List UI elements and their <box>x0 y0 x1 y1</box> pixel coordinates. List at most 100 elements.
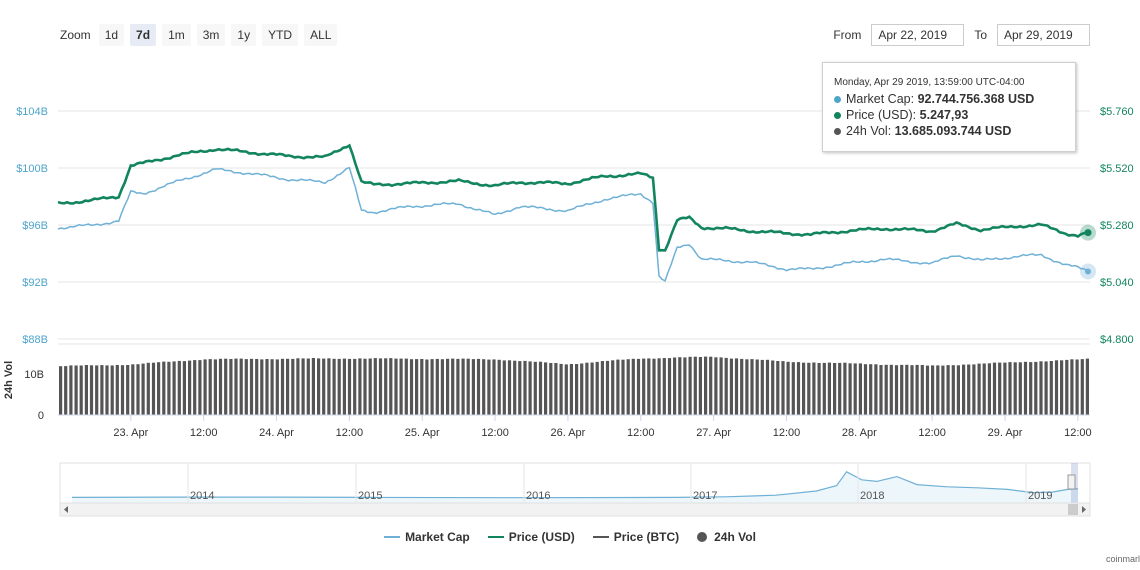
x-axis-tick-label: 28. Apr <box>842 427 877 439</box>
navigator-line <box>71 471 1079 499</box>
zoom-button-ytd[interactable]: YTD <box>262 24 299 46</box>
volume-bar <box>817 363 821 415</box>
to-label: To <box>974 28 987 42</box>
volume-bar <box>404 358 408 415</box>
x-axis-tick-label: 23. Apr <box>113 427 148 439</box>
market-cap-series-line <box>57 166 1091 282</box>
volume-bar <box>239 358 243 415</box>
right-axis-tick-label: $4.800 <box>1100 334 1134 346</box>
volume-bar <box>765 359 770 415</box>
volume-bar <box>502 360 506 415</box>
navigator-scrollbar-thumb <box>1068 504 1078 515</box>
volume-bar <box>1008 362 1012 415</box>
volume-bar <box>105 365 109 415</box>
volume-bar <box>327 358 331 415</box>
volume-bar <box>533 361 537 415</box>
volume-bar <box>466 358 470 415</box>
volume-bar <box>358 358 362 415</box>
volume-bar <box>420 359 424 415</box>
chart-legend: Market Cap Price (USD) Price (BTC) 24h Vol <box>0 530 1140 544</box>
zoom-button-3m[interactable]: 3m <box>196 24 226 46</box>
volume-bar <box>673 357 677 415</box>
volume-bar <box>301 358 305 415</box>
volume-bar <box>605 360 610 415</box>
volume-bar <box>115 365 119 415</box>
volume-bar <box>507 360 512 415</box>
volume-bar <box>1054 360 1059 415</box>
volume-bar <box>822 362 826 415</box>
volume-bar <box>224 358 228 415</box>
volume-bar <box>64 366 68 415</box>
right-axis-tick-label: $5.040 <box>1100 277 1134 289</box>
price-chart[interactable]: $88B $92B $96B $100B $104B $4.800 $5.040 $5.280… <box>0 0 1140 525</box>
price-hover-point <box>1084 229 1092 237</box>
volume-bar <box>1075 359 1079 415</box>
volume-bar <box>265 359 269 415</box>
volume-bar <box>1039 361 1043 415</box>
zoom-button-1m[interactable]: 1m <box>162 24 191 46</box>
right-axis-tick-label: $5.280 <box>1100 220 1134 232</box>
volume-bar <box>151 362 156 415</box>
to-date-input[interactable] <box>997 24 1090 46</box>
zoom-button-1y[interactable]: 1y <box>231 24 257 46</box>
volume-bar <box>1070 359 1074 415</box>
legend-item-24h-vol[interactable]: 24h Vol <box>697 530 756 544</box>
volume-bar <box>590 362 594 415</box>
zoom-button-7d[interactable]: 7d <box>130 24 157 46</box>
tooltip-label: Market Cap: <box>846 92 915 106</box>
volume-bar <box>451 358 455 415</box>
volume-bar <box>146 362 150 415</box>
volume-bar <box>791 362 795 415</box>
volume-bar <box>234 358 238 415</box>
volume-bar <box>894 365 899 415</box>
x-axis-tick-label: 12:00 <box>1064 427 1092 439</box>
market-cap-hover-point <box>1085 268 1091 275</box>
volume-bar <box>394 358 398 415</box>
volume-bar <box>368 358 372 415</box>
x-axis-tick-label: 27. Apr <box>696 427 731 439</box>
left-axis-tick-label: $100B <box>16 163 48 175</box>
from-label: From <box>833 28 862 42</box>
volume-bar <box>900 364 904 415</box>
volume-bar <box>740 358 744 415</box>
legend-label: 24h Vol <box>714 530 756 544</box>
price-series-line <box>57 143 1091 252</box>
volume-bar <box>311 358 315 415</box>
volume-bar <box>652 358 656 415</box>
x-axis-tick-label: 12:00 <box>336 427 364 439</box>
volume-bar <box>662 358 666 415</box>
volume-bar <box>544 362 548 415</box>
zoom-button-all[interactable]: ALL <box>304 24 338 46</box>
volume-bar <box>399 358 403 415</box>
volume-bar <box>863 364 868 415</box>
volume-bar <box>203 359 207 415</box>
volume-bar <box>611 360 615 415</box>
volume-bar <box>647 358 651 415</box>
volume-bar <box>208 359 212 415</box>
volume-bar <box>688 356 692 415</box>
legend-item-price-usd[interactable]: Price (USD) <box>487 530 575 544</box>
volume-bar <box>920 365 924 415</box>
legend-item-price-btc[interactable]: Price (BTC) <box>592 530 679 544</box>
volume-bar <box>750 359 754 415</box>
volume-bar <box>198 360 202 415</box>
from-date-input[interactable] <box>871 24 965 46</box>
volume-bar <box>915 364 919 415</box>
volume-bar <box>807 362 811 415</box>
navigator-year-label: 2018 <box>860 490 884 502</box>
volume-bar <box>322 358 326 415</box>
volume-bar <box>714 357 718 415</box>
volume-bar <box>879 365 883 415</box>
market-cap-dot-icon <box>834 96 841 104</box>
volume-bar <box>884 364 888 415</box>
volume-bar <box>255 359 259 415</box>
volume-bar <box>1013 362 1017 415</box>
legend-item-market-cap[interactable]: Market Cap <box>384 530 470 544</box>
volume-bar <box>941 365 945 415</box>
volume-bar <box>518 361 522 415</box>
navigator-area <box>72 471 1078 503</box>
price-dot-icon <box>834 112 841 120</box>
volume-bar <box>126 365 130 415</box>
volume-bar <box>802 362 806 415</box>
zoom-button-1d[interactable]: 1d <box>98 24 125 46</box>
